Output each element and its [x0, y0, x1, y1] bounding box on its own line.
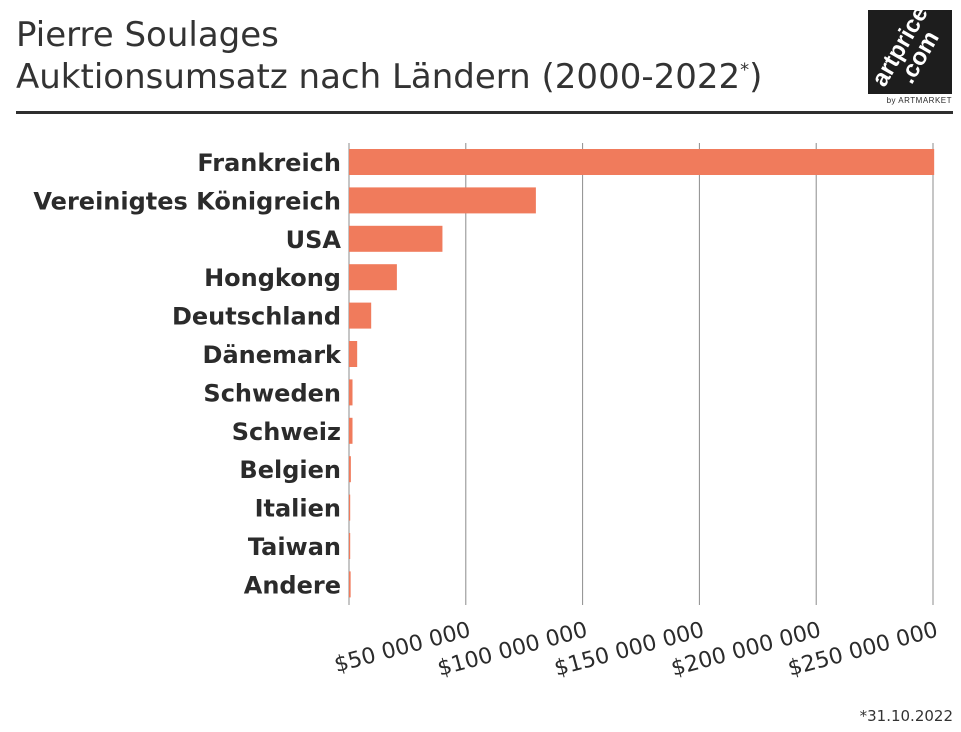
- bar: [349, 494, 351, 521]
- bar: [349, 456, 351, 483]
- category-label: Vereinigtes Königreich: [33, 187, 341, 215]
- bar: [349, 187, 536, 214]
- category-label: Schweden: [203, 379, 341, 407]
- footnote: *31.10.2022: [859, 707, 953, 725]
- category-label: Deutschland: [172, 303, 341, 331]
- grid-layer: [348, 143, 934, 605]
- bar: [349, 225, 443, 252]
- category-label: Schweiz: [232, 418, 341, 446]
- title-rule: [16, 111, 953, 114]
- title-asterisk: *: [740, 59, 750, 81]
- category-label: Taiwan: [248, 533, 341, 561]
- bar: [349, 533, 351, 559]
- category-label: Frankreich: [197, 149, 341, 177]
- bar: [349, 149, 935, 175]
- category-label: Italien: [255, 495, 341, 523]
- title-line-1: Pierre Soulages: [16, 15, 279, 55]
- category-label-layer: Frankreich Vereinigtes Königreich USA Hongk…: [33, 149, 342, 599]
- logo-box: artprice .com: [868, 10, 952, 94]
- chart-title: Pierre Soulages Auktionsumsatz nach Länd…: [16, 14, 846, 98]
- artprice-logo: artprice .com by ARTMARKET: [868, 10, 952, 105]
- title-line-2: Auktionsumsatz nach Ländern (2000-2022*): [16, 56, 846, 98]
- bar: [349, 264, 397, 291]
- bar: [349, 302, 372, 329]
- bar: [349, 571, 351, 598]
- bar: [349, 379, 353, 406]
- category-label: Belgien: [239, 456, 341, 484]
- bar: [349, 341, 358, 367]
- logo-subtitle: by ARTMARKET: [886, 96, 952, 105]
- bar: [349, 417, 353, 444]
- tick-label-layer: $50 000 000$100 000 000$150 000 000$200 …: [332, 618, 941, 682]
- title-line-2-text: Auktionsumsatz nach Ländern (2000-2022: [16, 57, 741, 97]
- title-close-paren: ): [749, 57, 763, 97]
- category-label: Hongkong: [204, 264, 341, 292]
- category-label: USA: [286, 226, 342, 254]
- category-label: Andere: [244, 571, 341, 599]
- bar-layer: [349, 149, 935, 598]
- category-label: Dänemark: [203, 341, 343, 369]
